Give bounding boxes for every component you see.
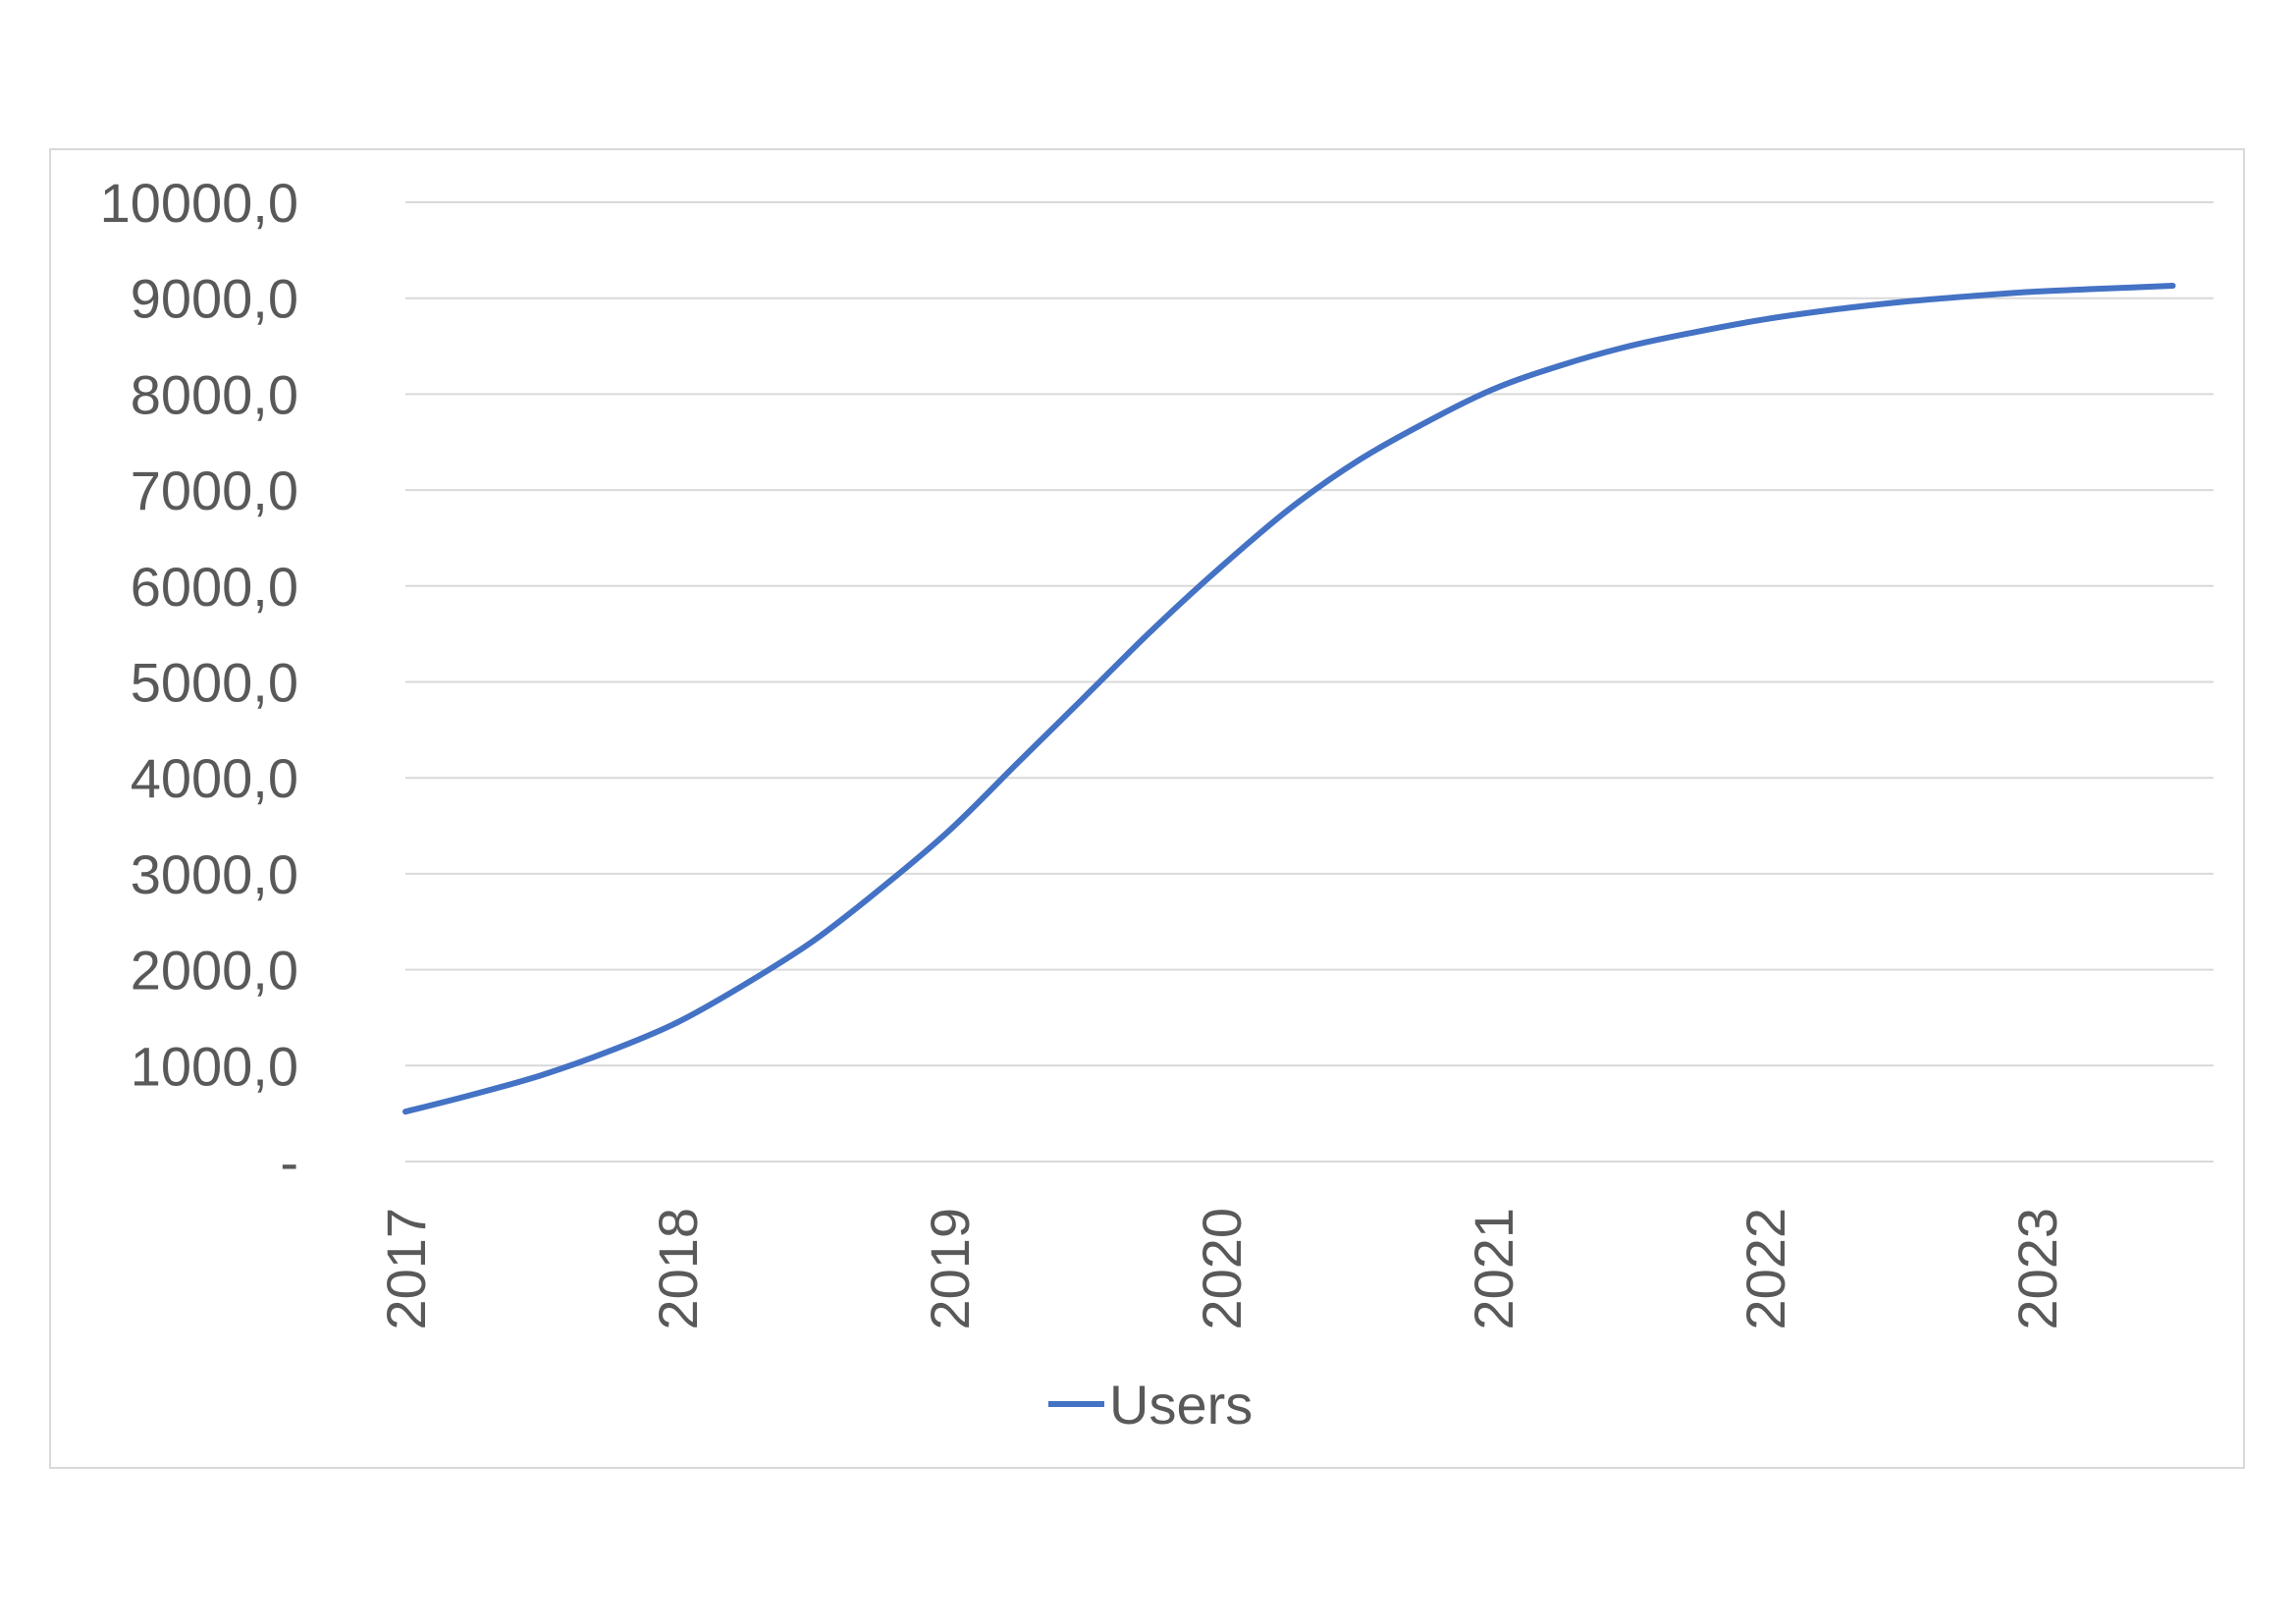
y-tick-label: 8000,0 (131, 363, 298, 425)
gridlines (405, 201, 2214, 1163)
y-tick-label: 5000,0 (131, 652, 298, 714)
y-tick-label: 2000,0 (131, 940, 298, 1001)
y-tick-label: 9000,0 (131, 268, 298, 330)
legend-label-users: Users (1109, 1374, 1253, 1435)
y-tick-label: - (280, 1131, 298, 1193)
x-tick-label: 2022 (1735, 1208, 1796, 1330)
x-tick-label: 2017 (375, 1208, 437, 1330)
series-layer (402, 283, 2176, 1115)
y-tick-label: 3000,0 (131, 843, 298, 905)
x-tick-label: 2020 (1191, 1208, 1253, 1330)
y-axis-tick-labels: - 1000,0 2000,0 3000,0 4000,0 5000,0 6000,0 700… (100, 172, 298, 1193)
x-tick-label: 2023 (2006, 1208, 2068, 1330)
x-tick-label: 2019 (919, 1208, 981, 1330)
x-tick-label: 2021 (1463, 1208, 1524, 1330)
x-axis-tick-labels: 2017 2018 2019 2020 2021 2022 2023 (375, 1208, 2068, 1330)
y-tick-label: 6000,0 (131, 556, 298, 618)
chart-area (49, 148, 2245, 1469)
y-tick-label: 4000,0 (131, 747, 298, 809)
y-tick-label: 7000,0 (131, 460, 298, 521)
y-tick-label: 1000,0 (131, 1035, 298, 1097)
y-tick-label: 10000,0 (100, 172, 298, 234)
x-tick-label: 2018 (647, 1208, 709, 1330)
series-line-users (402, 283, 2176, 1115)
legend: Users (1048, 1374, 1253, 1435)
